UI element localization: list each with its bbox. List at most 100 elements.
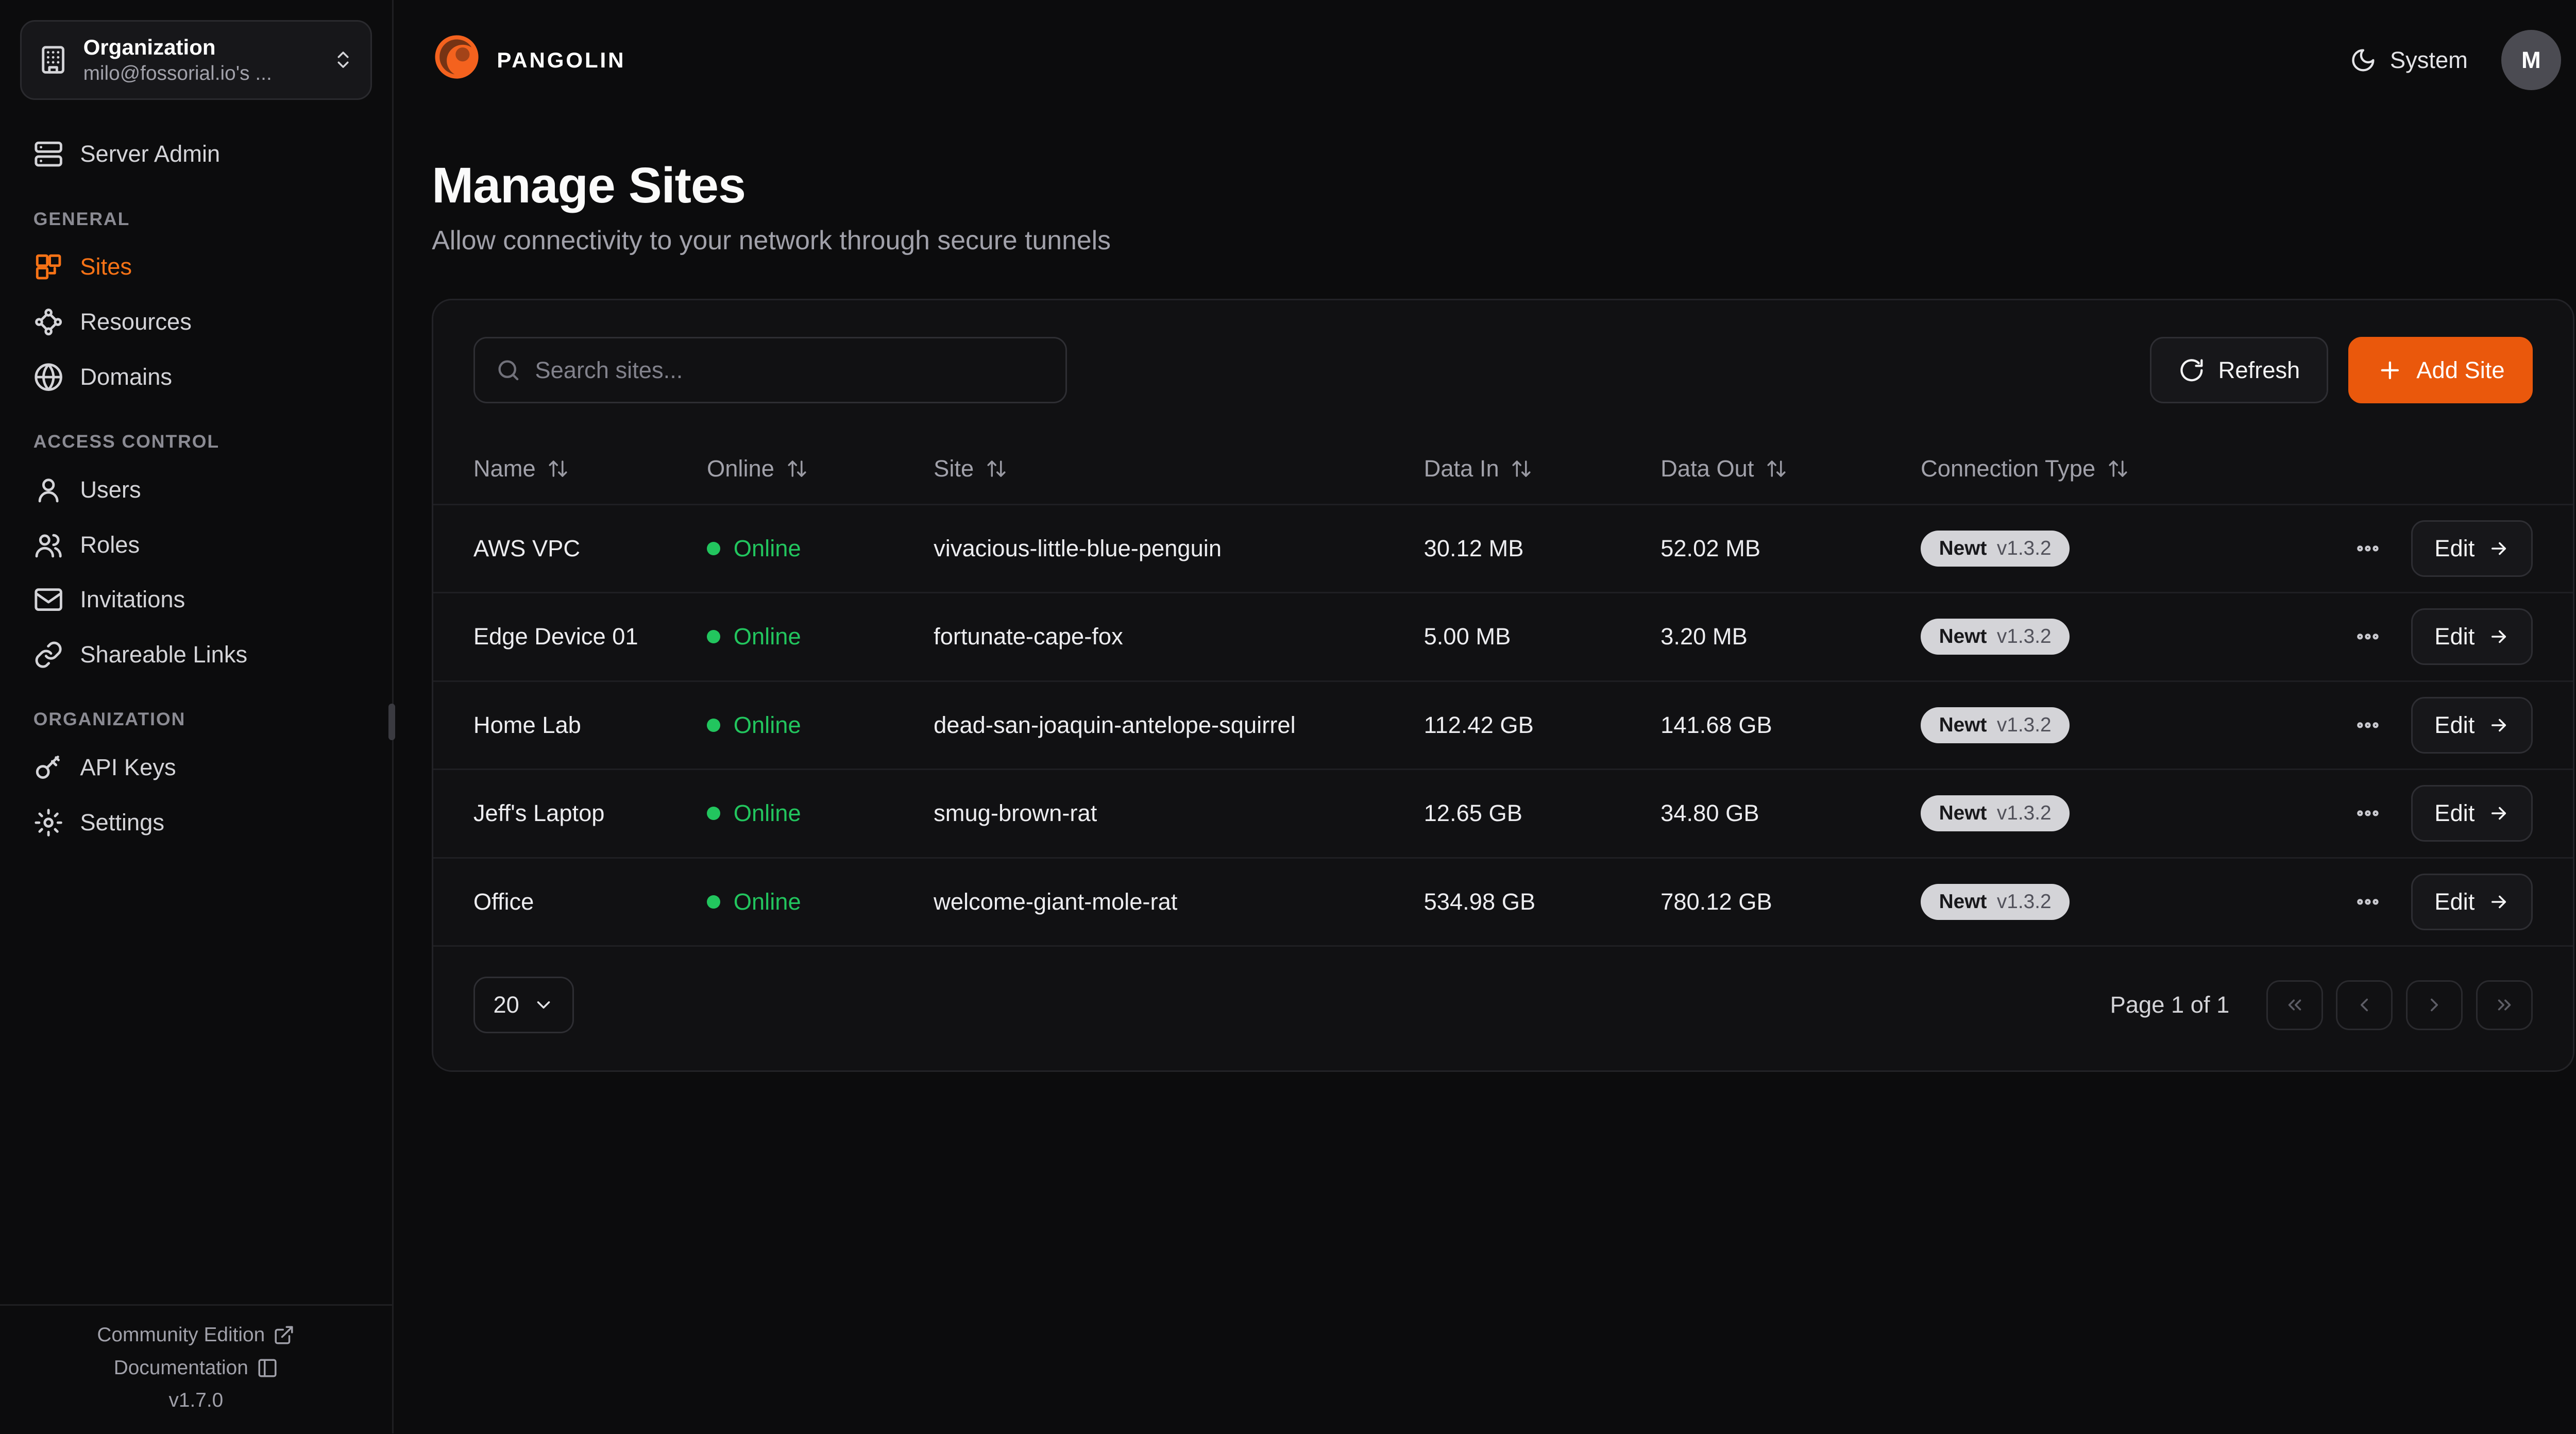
chevron-right-icon <box>2424 994 2445 1016</box>
sidebar-item-api-keys[interactable]: API Keys <box>20 740 372 795</box>
arrow-right-icon <box>2488 714 2510 736</box>
column-header-data-out[interactable]: Data Out <box>1660 455 1921 482</box>
online-status-label: Online <box>733 800 801 827</box>
online-status-label: Online <box>733 888 801 915</box>
site-name: Edge Device 01 <box>473 623 638 650</box>
data-in-value: 30.12 MB <box>1423 535 1524 561</box>
sidebar: Organization milo@fossorial.io's ... Ser… <box>0 0 396 1434</box>
section-header-general: GENERAL <box>33 208 130 229</box>
sites-icon <box>33 252 63 282</box>
chevrons-left-icon <box>2284 994 2306 1016</box>
chevrons-up-down-icon <box>332 49 354 71</box>
logo-icon <box>432 32 482 88</box>
online-status-dot <box>706 630 720 644</box>
sort-icon <box>1511 458 1532 480</box>
external-link-icon <box>273 1324 295 1346</box>
edit-button[interactable]: Edit <box>2411 520 2533 577</box>
org-title: Organization <box>83 35 216 59</box>
site-slug: smug-brown-rat <box>934 800 1097 827</box>
column-header-site[interactable]: Site <box>934 455 1424 482</box>
data-in-value: 5.00 MB <box>1423 623 1511 650</box>
site-name: AWS VPC <box>473 535 581 561</box>
search-icon <box>495 357 522 384</box>
documentation-label: Documentation <box>113 1356 248 1379</box>
column-header-name[interactable]: Name <box>473 455 707 482</box>
edit-button[interactable]: Edit <box>2411 873 2533 930</box>
row-menu-button[interactable] <box>2348 617 2388 657</box>
first-page-button[interactable] <box>2266 980 2323 1030</box>
community-edition-link[interactable]: Community Edition <box>97 1324 295 1346</box>
sidebar-item-label: Roles <box>80 531 140 558</box>
data-in-value: 12.65 GB <box>1423 800 1522 827</box>
add-site-button[interactable]: Add Site <box>2348 336 2533 404</box>
sidebar-item-resources[interactable]: Resources <box>20 295 372 350</box>
page-subtitle: Allow connectivity to your network throu… <box>432 225 1111 255</box>
sidebar-item-settings[interactable]: Settings <box>20 795 372 850</box>
ellipsis-icon <box>2354 535 2381 562</box>
table-row: AWS VPC Online vivacious-little-blue-pen… <box>433 503 2573 592</box>
theme-label: System <box>2389 46 2468 73</box>
search-input[interactable] <box>535 356 1046 384</box>
server-icon <box>33 139 63 169</box>
main-content: PANGOLIN System M Manage Sites Allow con… <box>394 0 2576 1433</box>
site-slug: vivacious-little-blue-penguin <box>934 535 1222 561</box>
sidebar-item-label: Shareable Links <box>80 641 248 668</box>
globe-icon <box>33 362 63 392</box>
sidebar-item-roles[interactable]: Roles <box>20 517 372 572</box>
data-out-value: 52.02 MB <box>1660 535 1761 561</box>
page-size-select[interactable]: 20 <box>473 977 574 1034</box>
documentation-link[interactable]: Documentation <box>114 1357 278 1379</box>
sort-icon <box>986 458 1007 480</box>
resources-icon <box>33 307 63 337</box>
refresh-button[interactable]: Refresh <box>2150 336 2329 404</box>
avatar[interactable]: M <box>2501 30 2562 90</box>
column-header-online[interactable]: Online <box>707 455 934 482</box>
chevron-down-icon <box>533 994 554 1016</box>
org-selector[interactable]: Organization milo@fossorial.io's ... <box>20 20 372 100</box>
column-header-connection-type[interactable]: Connection Type <box>1921 455 2223 482</box>
edit-button[interactable]: Edit <box>2411 608 2533 665</box>
sidebar-item-shareable-links[interactable]: Shareable Links <box>20 627 372 682</box>
online-status-dot <box>706 895 720 909</box>
page-info: Page 1 of 1 <box>2110 992 2230 1018</box>
chevrons-right-icon <box>2494 994 2515 1016</box>
sidebar-item-invitations[interactable]: Invitations <box>20 572 372 627</box>
search-box <box>473 336 1067 404</box>
sort-icon <box>1766 458 1787 480</box>
row-menu-button[interactable] <box>2348 705 2388 745</box>
data-out-value: 3.20 MB <box>1660 623 1748 650</box>
prev-page-button[interactable] <box>2336 980 2393 1030</box>
key-icon <box>33 753 63 782</box>
connection-type-badge: Newt v1.3.2 <box>1921 707 2070 743</box>
sites-card: Refresh Add Site Name Online Site Data I… <box>432 298 2574 1072</box>
sidebar-item-users[interactable]: Users <box>20 463 372 518</box>
table-row: Edge Device 01 Online fortunate-cape-fox… <box>433 592 2573 680</box>
mail-icon <box>33 585 63 614</box>
refresh-icon <box>2178 357 2205 384</box>
sidebar-item-label: Invitations <box>80 586 185 613</box>
sidebar-resize-handle[interactable] <box>388 703 396 740</box>
data-out-value: 780.12 GB <box>1660 888 1772 915</box>
last-page-button[interactable] <box>2476 980 2533 1030</box>
moon-icon <box>2350 47 2377 74</box>
column-header-data-in[interactable]: Data In <box>1424 455 1661 482</box>
sort-icon <box>2107 458 2129 480</box>
pager: Page 1 of 1 <box>2110 980 2533 1030</box>
row-menu-button[interactable] <box>2348 528 2388 569</box>
table-row: Office Online welcome-giant-mole-rat 534… <box>433 857 2573 946</box>
row-menu-button[interactable] <box>2348 882 2388 922</box>
sidebar-item-domains[interactable]: Domains <box>20 350 372 405</box>
table-header-row: Name Online Site Data In Data Out Connec… <box>433 434 2573 504</box>
arrow-right-icon <box>2488 626 2510 647</box>
site-name: Jeff's Laptop <box>473 800 605 827</box>
edit-button[interactable]: Edit <box>2411 785 2533 842</box>
online-status-label: Online <box>733 711 801 738</box>
online-status-label: Online <box>733 535 801 561</box>
sidebar-item-label: Users <box>80 476 141 503</box>
next-page-button[interactable] <box>2406 980 2463 1030</box>
row-menu-button[interactable] <box>2348 794 2388 834</box>
sidebar-item-sites[interactable]: Sites <box>20 240 372 295</box>
edit-button[interactable]: Edit <box>2411 696 2533 754</box>
theme-toggle[interactable]: System <box>2350 47 2468 74</box>
sidebar-item-server-admin[interactable]: Server Admin <box>20 127 372 182</box>
